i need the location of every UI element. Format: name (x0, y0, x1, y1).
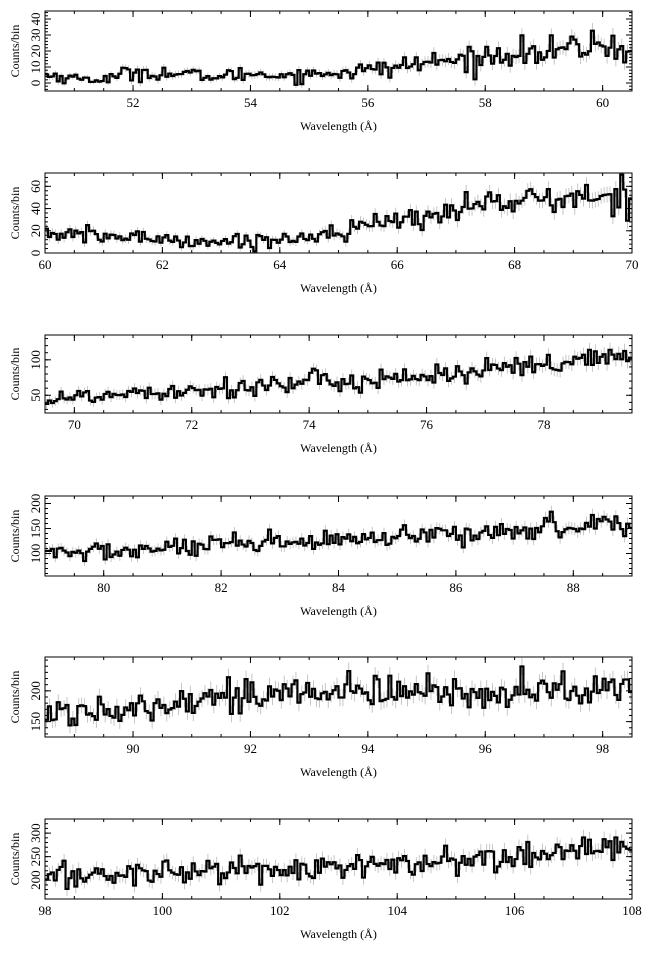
y-tick-label: 40 (28, 13, 43, 26)
x-tick-label: 88 (567, 580, 580, 595)
y-tick-label: 0 (28, 80, 43, 87)
spectrum-panel-1: 52 54 56 58 60 0 10 20 30 40 Wavelength (Å) Counts/… (8, 10, 633, 133)
x-axis-title: Wavelength (Å) (300, 119, 377, 133)
y-tick-label: 150 (28, 519, 43, 539)
x-tick-label: 68 (508, 257, 521, 272)
x-axis-title: Wavelength (Å) (300, 281, 377, 295)
plot-frame (44, 818, 633, 900)
spectrum-step-line (45, 29, 632, 86)
x-tick-label: 76 (420, 417, 434, 432)
x-tick-label: 80 (97, 580, 110, 595)
x-axis-title: Wavelength (Å) (300, 927, 377, 941)
x-tick-label: 104 (387, 903, 407, 918)
y-axis-title: Counts/bin (8, 833, 22, 886)
y-axis-title: Counts/bin (8, 187, 22, 240)
y-tick-label: 0 (28, 250, 43, 257)
spectrum-panel-6: 98 100 102 104 106 108 200 250 300 Wavelength (Å)… (8, 818, 642, 941)
plot-frame (44, 172, 633, 254)
x-tick-label: 66 (391, 257, 405, 272)
spectrum-panel-2: 60 62 64 66 68 70 0 20 40 60 Wavelength (Å) Counts/… (8, 172, 639, 295)
x-tick-label: 92 (244, 741, 257, 756)
y-tick-label: 250 (28, 847, 43, 867)
y-tick-label: 30 (28, 29, 43, 42)
x-tick-label: 62 (156, 257, 169, 272)
error-bars (46, 342, 631, 409)
spectrum-step-line (45, 665, 632, 727)
x-tick-label: 60 (39, 257, 52, 272)
spectrum-step-line (45, 510, 632, 563)
spectrum-step-line (45, 348, 632, 406)
spectrum-panel-4: 80 82 84 86 88 100 150 200 Wavelength (Å) Counts/… (8, 494, 633, 618)
y-axis-title: Counts/bin (8, 671, 22, 724)
x-tick-label: 70 (68, 417, 81, 432)
x-tick-label: 78 (537, 417, 550, 432)
y-tick-label: 200 (28, 681, 43, 701)
x-axis-title: Wavelength (Å) (300, 765, 377, 779)
x-tick-label: 74 (303, 417, 317, 432)
x-tick-label: 90 (127, 741, 140, 756)
x-tick-label: 70 (626, 257, 639, 272)
x-tick-label: 64 (273, 257, 287, 272)
x-tick-label: 94 (361, 741, 375, 756)
x-tick-label: 52 (127, 95, 140, 110)
spectrum-panel-5: 90 92 94 96 98 150 200 Wavelength (Å) Counts/bin (8, 656, 633, 779)
x-tick-label: 72 (185, 417, 198, 432)
x-tick-label: 86 (449, 580, 463, 595)
spectrum-step-line (45, 836, 632, 891)
x-tick-label: 108 (622, 903, 642, 918)
y-tick-label: 50 (28, 389, 43, 402)
x-tick-label: 106 (505, 903, 525, 918)
x-tick-label: 96 (479, 741, 493, 756)
x-tick-label: 98 (39, 903, 52, 918)
y-tick-label: 10 (28, 61, 43, 74)
spectrum-panel-3: 70 72 74 76 78 50 100 Wavelength (Å) Counts/bin (8, 334, 633, 455)
y-axis-title: Counts/bin (8, 348, 22, 401)
spectrum-step-line (45, 173, 632, 253)
y-tick-label: 20 (28, 45, 43, 58)
y-axis-title: Counts/bin (8, 510, 22, 563)
y-tick-label: 300 (28, 823, 43, 843)
x-tick-label: 84 (332, 580, 346, 595)
x-tick-label: 100 (153, 903, 173, 918)
x-axis-title: Wavelength (Å) (300, 604, 377, 618)
y-tick-label: 40 (28, 202, 43, 215)
y-tick-label: 200 (28, 870, 43, 890)
x-tick-label: 82 (215, 580, 228, 595)
y-axis-title: Counts/bin (8, 25, 22, 78)
y-tick-label: 100 (28, 544, 43, 564)
x-tick-label: 98 (596, 741, 609, 756)
y-tick-label: 100 (28, 350, 43, 370)
plot-frame (44, 334, 633, 414)
y-tick-label: 200 (28, 494, 43, 514)
x-tick-label: 54 (244, 95, 258, 110)
x-tick-label: 58 (479, 95, 492, 110)
y-tick-label: 150 (28, 712, 43, 732)
y-tick-label: 20 (28, 224, 43, 237)
x-tick-label: 56 (361, 95, 375, 110)
x-axis-title: Wavelength (Å) (300, 441, 377, 455)
error-bars (46, 173, 631, 253)
y-tick-label: 60 (28, 180, 43, 193)
x-tick-label: 60 (596, 95, 609, 110)
x-tick-label: 102 (270, 903, 290, 918)
